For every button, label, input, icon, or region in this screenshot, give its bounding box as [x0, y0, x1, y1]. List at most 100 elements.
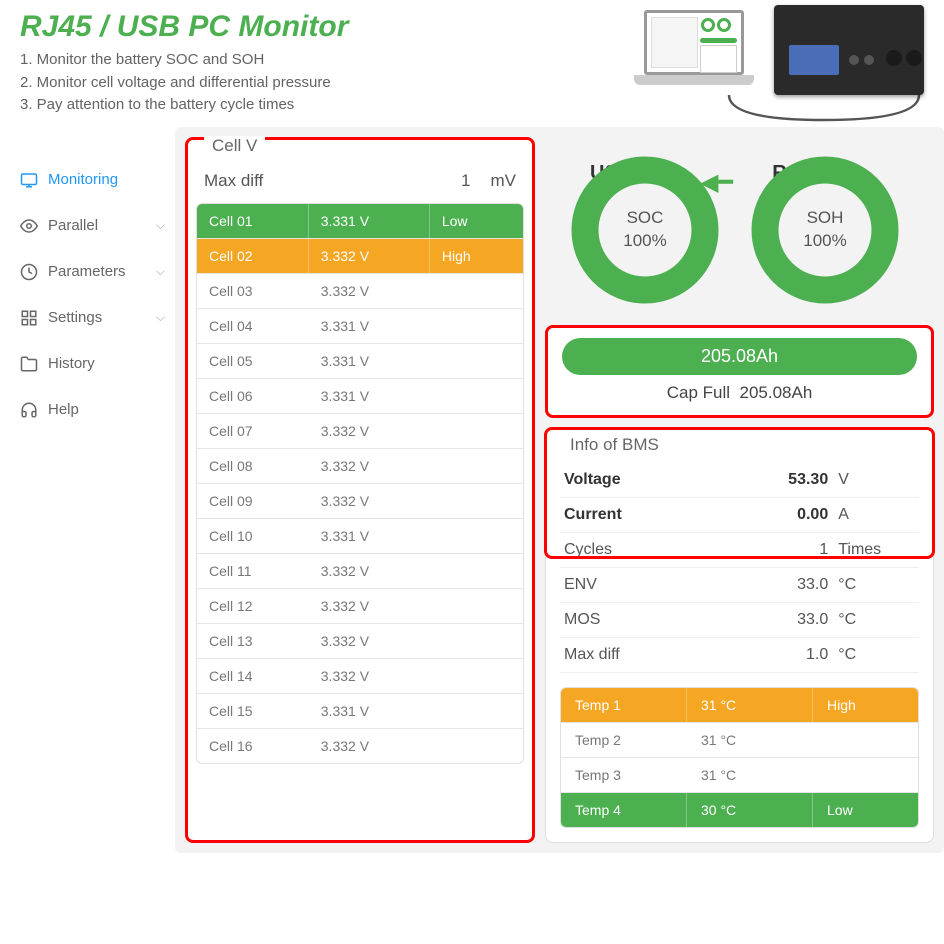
- temp-value: 30 °C: [687, 793, 813, 827]
- cell-voltage: 3.332 V: [309, 589, 430, 623]
- cell-name: Cell 10: [197, 519, 309, 553]
- bms-key: Max diff: [564, 646, 729, 664]
- cell-row: Cell 143.332 V: [197, 659, 523, 694]
- cell-voltage-panel: Cell V Max diff 1 mV Cell 013.331 VLowCe…: [185, 137, 535, 843]
- capacity-panel: 205.08Ah Cap Full 205.08Ah: [545, 325, 934, 418]
- temp-table: Temp 131 °CHighTemp 231 °CTemp 331 °CTem…: [560, 687, 919, 828]
- content: Cell V Max diff 1 mV Cell 013.331 VLowCe…: [175, 127, 944, 853]
- bms-key: Cycles: [564, 541, 729, 559]
- cell-name: Cell 05: [197, 344, 309, 378]
- bms-value: 1: [729, 541, 839, 559]
- cell-name: Cell 16: [197, 729, 309, 763]
- soc-value: 100%: [570, 230, 720, 254]
- cell-tag: [430, 624, 523, 658]
- settings-icon: [20, 309, 38, 327]
- cell-voltage: 3.332 V: [309, 414, 430, 448]
- monitor-icon: [20, 171, 38, 189]
- sidebar-item-settings[interactable]: Settings ⌵: [10, 295, 175, 341]
- sidebar-item-history[interactable]: History: [10, 341, 175, 387]
- sidebar-item-parallel[interactable]: Parallel⌵: [10, 203, 175, 249]
- maxdiff-unit: mV: [491, 171, 517, 191]
- laptop-icon: [634, 10, 754, 90]
- cell-name: Cell 04: [197, 309, 309, 343]
- cell-voltage: 3.332 V: [309, 554, 430, 588]
- cell-row: Cell 133.332 V: [197, 624, 523, 659]
- sidebar-item-label: Settings: [48, 309, 102, 326]
- soh-label: SOH: [750, 206, 900, 230]
- bms-unit: °C: [838, 646, 915, 664]
- cell-name: Cell 15: [197, 694, 309, 728]
- temp-name: Temp 1: [561, 688, 687, 722]
- sidebar-item-label: Parallel: [48, 217, 98, 234]
- cell-tag: [430, 344, 523, 378]
- header: RJ45 / USB PC Monitor 1. Monitor the bat…: [0, 0, 944, 127]
- cell-row: Cell 153.331 V: [197, 694, 523, 729]
- cell-name: Cell 12: [197, 589, 309, 623]
- cell-tag: [430, 519, 523, 553]
- capfull-label: Cap Full: [667, 383, 730, 402]
- cell-voltage: 3.332 V: [309, 449, 430, 483]
- cell-panel-title: Cell V: [204, 136, 265, 156]
- cell-voltage: 3.331 V: [309, 204, 430, 238]
- cell-name: Cell 07: [197, 414, 309, 448]
- bms-unit: A: [838, 506, 915, 524]
- cell-voltage: 3.331 V: [309, 379, 430, 413]
- bms-key: MOS: [564, 611, 729, 629]
- cell-tag: [430, 589, 523, 623]
- sidebar-item-help[interactable]: Help: [10, 387, 175, 433]
- eye-icon: [20, 217, 38, 235]
- bms-key: ENV: [564, 576, 729, 594]
- bms-value: 53.30: [729, 471, 839, 489]
- maxdiff-value: 1: [461, 171, 470, 191]
- sidebar-item-monitoring[interactable]: Monitoring: [10, 157, 175, 203]
- bms-panel: Info of BMS Voltage53.30VCurrent0.00ACyc…: [545, 428, 934, 843]
- cell-voltage: 3.331 V: [309, 309, 430, 343]
- cell-voltage: 3.332 V: [309, 729, 430, 763]
- cell-row: Cell 073.332 V: [197, 414, 523, 449]
- temp-value: 31 °C: [687, 758, 813, 792]
- capacity-bar: 205.08Ah: [562, 338, 917, 375]
- sidebar: MonitoringParallel⌵Parameters⌵ Settings ⌵ H…: [10, 127, 175, 853]
- headset-icon: [20, 401, 38, 419]
- soc-gauge: SOC 100%: [570, 155, 720, 305]
- cell-row: Cell 083.332 V: [197, 449, 523, 484]
- cell-row: Cell 023.332 VHigh: [197, 239, 523, 274]
- temp-value: 31 °C: [687, 723, 813, 757]
- bms-rows: Voltage53.30VCurrent0.00ACycles1TimesENV…: [560, 463, 919, 673]
- bms-unit: °C: [838, 576, 915, 594]
- cell-tag: [430, 484, 523, 518]
- maxdiff-row: Max diff 1 mV: [196, 166, 524, 203]
- cell-voltage: 3.332 V: [309, 624, 430, 658]
- sidebar-item-label: History: [48, 355, 95, 372]
- bms-row: Cycles1Times: [560, 533, 919, 568]
- battery-box-icon: [774, 5, 924, 95]
- bms-key: Current: [564, 506, 729, 524]
- bms-key: Voltage: [564, 471, 729, 489]
- hardware-diagram: [634, 5, 924, 95]
- cell-row: Cell 033.332 V: [197, 274, 523, 309]
- cell-voltage: 3.332 V: [309, 274, 430, 308]
- cell-voltage: 3.331 V: [309, 694, 430, 728]
- cell-row: Cell 093.332 V: [197, 484, 523, 519]
- temp-tag: Low: [813, 793, 918, 827]
- cell-tag: [430, 309, 523, 343]
- temp-name: Temp 4: [561, 793, 687, 827]
- cell-name: Cell 08: [197, 449, 309, 483]
- temp-row: Temp 430 °CLow: [561, 793, 918, 827]
- cell-name: Cell 11: [197, 554, 309, 588]
- cell-row: Cell 163.332 V: [197, 729, 523, 763]
- bms-row: MOS33.0°C: [560, 603, 919, 638]
- cell-voltage: 3.332 V: [309, 659, 430, 693]
- cell-tag: [430, 694, 523, 728]
- chevron-down-icon: ⌵: [156, 310, 165, 325]
- cell-name: Cell 13: [197, 624, 309, 658]
- sidebar-item-parameters[interactable]: Parameters⌵: [10, 249, 175, 295]
- bms-row: ENV33.0°C: [560, 568, 919, 603]
- temp-row: Temp 231 °C: [561, 723, 918, 758]
- temp-row: Temp 131 °CHigh: [561, 688, 918, 723]
- cell-name: Cell 14: [197, 659, 309, 693]
- cell-row: Cell 113.332 V: [197, 554, 523, 589]
- cell-row: Cell 013.331 VLow: [197, 204, 523, 239]
- bms-row: Current0.00A: [560, 498, 919, 533]
- bms-value: 0.00: [729, 506, 839, 524]
